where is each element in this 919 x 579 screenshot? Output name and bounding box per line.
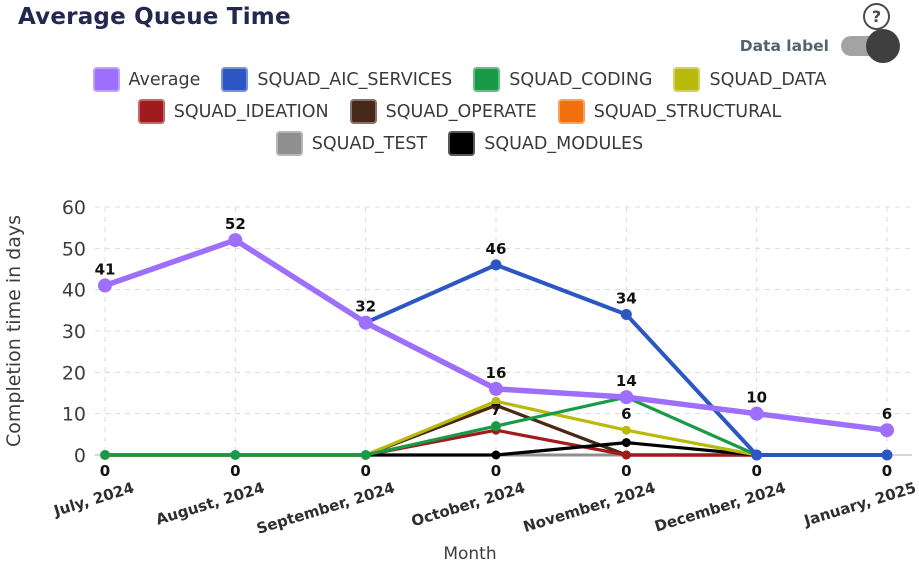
legend-label: SQUAD_MODULES bbox=[484, 133, 644, 154]
data-point-squad_modules[interactable] bbox=[491, 450, 501, 460]
data-point-squad_coding[interactable] bbox=[230, 450, 241, 460]
toggle-knob bbox=[866, 29, 900, 63]
x-tick-label: January, 2025 bbox=[801, 479, 918, 530]
data-label-squad_aic_services: 46 bbox=[486, 240, 507, 258]
x-tick-label: December, 2024 bbox=[652, 479, 787, 536]
x-tick-label: October, 2024 bbox=[409, 479, 527, 531]
legend-label: Average bbox=[128, 69, 201, 90]
data-point-average[interactable] bbox=[749, 406, 764, 421]
legend-item-squad_aic_services[interactable]: SQUAD_AIC_SERVICES bbox=[221, 67, 452, 92]
legend-item-squad_test[interactable]: SQUAD_TEST bbox=[275, 131, 428, 156]
legend-swatch bbox=[673, 67, 701, 92]
data-point-squad_coding[interactable] bbox=[490, 421, 501, 432]
data-point-squad_coding[interactable] bbox=[100, 450, 110, 460]
legend-label: SQUAD_TEST bbox=[311, 133, 428, 154]
legend-swatch bbox=[557, 99, 585, 124]
legend-row: SQUAD_IDEATION SQUAD_OPERATE SQUAD_STRUCTU… bbox=[137, 99, 782, 124]
data-label-average: 32 bbox=[355, 298, 376, 316]
x-tick-label: November, 2024 bbox=[521, 479, 657, 536]
zero-data-label: 0 bbox=[100, 462, 110, 480]
legend-row: SQUAD_TEST SQUAD_MODULES bbox=[275, 131, 643, 156]
legend-item-average[interactable]: Average bbox=[92, 67, 201, 92]
data-label-squad_coding: 7 bbox=[491, 401, 501, 419]
legend-label: SQUAD_IDEATION bbox=[173, 101, 329, 122]
legend-label: SQUAD_AIC_SERVICES bbox=[257, 69, 453, 90]
legend-item-squad_modules[interactable]: SQUAD_MODULES bbox=[448, 131, 643, 156]
y-tick-label: 0 bbox=[74, 445, 86, 467]
y-tick-label: 60 bbox=[62, 197, 86, 219]
data-point-average[interactable] bbox=[619, 390, 634, 405]
zero-data-label: 0 bbox=[621, 462, 631, 480]
data-point-squad_data[interactable] bbox=[621, 425, 631, 435]
legend-swatch bbox=[275, 131, 303, 156]
data-label-average: 16 bbox=[486, 364, 507, 382]
x-tick-label: September, 2024 bbox=[254, 479, 396, 538]
legend-label: SQUAD_OPERATE bbox=[385, 101, 537, 122]
data-label-toggle-label: Data label bbox=[739, 37, 829, 55]
data-point-squad_aic_services[interactable] bbox=[751, 449, 763, 461]
legend-item-squad_coding[interactable]: SQUAD_CODING bbox=[473, 67, 652, 92]
legend-label: SQUAD_STRUCTURAL bbox=[593, 101, 782, 122]
y-tick-label: 30 bbox=[62, 321, 86, 343]
zero-data-label: 0 bbox=[491, 462, 501, 480]
data-point-squad_data[interactable] bbox=[491, 396, 501, 406]
legend-label: SQUAD_CODING bbox=[509, 69, 653, 90]
chart-legend: Average SQUAD_AIC_SERVICES SQUAD_CODING SQU… bbox=[0, 67, 919, 156]
question-mark-icon: ? bbox=[871, 7, 882, 26]
y-tick-label: 20 bbox=[62, 362, 86, 384]
legend-swatch bbox=[221, 67, 249, 92]
x-axis-title: Month bbox=[443, 544, 496, 564]
x-tick-label: August, 2024 bbox=[154, 479, 267, 529]
y-axis-title: Completion time in days bbox=[3, 215, 25, 447]
data-label-squad_data: 6 bbox=[621, 405, 631, 423]
data-label-average: 41 bbox=[95, 261, 116, 279]
data-point-average[interactable] bbox=[358, 315, 373, 330]
data-point-squad_aic_services[interactable] bbox=[620, 308, 632, 320]
legend-swatch bbox=[448, 131, 476, 156]
data-label-average: 6 bbox=[882, 405, 892, 423]
legend-swatch bbox=[92, 67, 120, 92]
data-label-squad_aic_services: 34 bbox=[616, 289, 637, 307]
legend-swatch bbox=[137, 99, 165, 124]
data-point-average[interactable] bbox=[879, 423, 894, 438]
data-point-squad_modules[interactable] bbox=[621, 438, 631, 448]
legend-row: Average SQUAD_AIC_SERVICES SQUAD_CODING SQU… bbox=[92, 67, 826, 92]
data-label-toggle-row: Data label bbox=[739, 29, 900, 63]
legend-label: SQUAD_DATA bbox=[709, 69, 827, 90]
legend-item-squad_operate[interactable]: SQUAD_OPERATE bbox=[349, 99, 537, 124]
zero-data-label: 0 bbox=[360, 462, 370, 480]
legend-swatch bbox=[473, 67, 501, 92]
data-point-average[interactable] bbox=[488, 381, 503, 396]
legend-item-squad_data[interactable]: SQUAD_DATA bbox=[673, 67, 826, 92]
legend-item-squad_structural[interactable]: SQUAD_STRUCTURAL bbox=[557, 99, 782, 124]
data-label-average: 14 bbox=[616, 372, 637, 390]
y-tick-label: 50 bbox=[62, 238, 86, 260]
data-point-average[interactable] bbox=[98, 278, 112, 293]
data-point-squad_aic_services[interactable] bbox=[490, 259, 502, 271]
page-title: Average Queue Time bbox=[18, 4, 291, 30]
data-label-average: 10 bbox=[746, 389, 767, 407]
zero-data-label: 0 bbox=[751, 462, 761, 480]
data-point-squad_coding[interactable] bbox=[360, 450, 371, 460]
data-point-squad_ideation[interactable] bbox=[621, 450, 631, 460]
y-tick-label: 10 bbox=[62, 404, 86, 426]
data-label-toggle[interactable] bbox=[841, 29, 900, 63]
y-tick-label: 40 bbox=[62, 280, 86, 302]
x-tick-label: July, 2024 bbox=[51, 479, 136, 521]
legend-swatch bbox=[349, 99, 377, 124]
data-point-squad_aic_services[interactable] bbox=[881, 449, 893, 461]
legend-item-squad_ideation[interactable]: SQUAD_IDEATION bbox=[137, 99, 329, 124]
help-icon[interactable]: ? bbox=[863, 3, 890, 30]
zero-data-label: 0 bbox=[882, 462, 892, 480]
data-point-average[interactable] bbox=[228, 233, 243, 248]
data-label-average: 52 bbox=[225, 215, 246, 233]
zero-data-label: 0 bbox=[230, 462, 240, 480]
